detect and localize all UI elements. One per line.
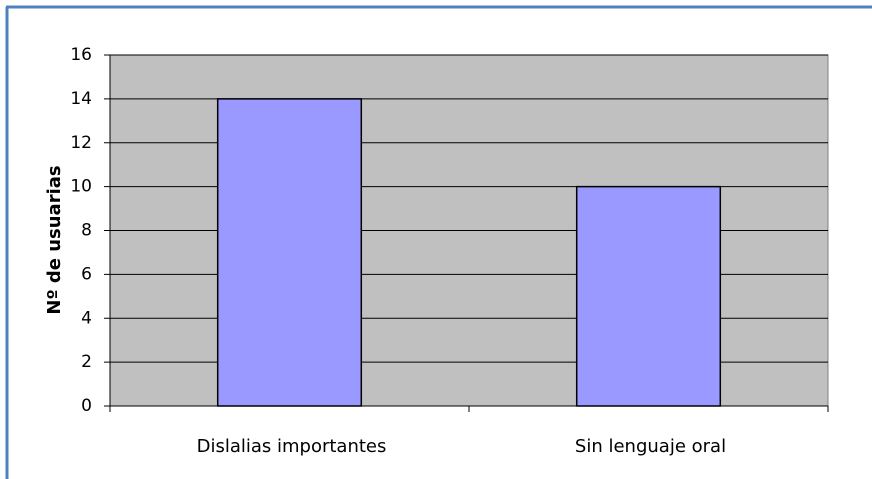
y-tick-label: 16 [70, 45, 92, 65]
x-tick-label: Sin lenguaje oral [575, 436, 726, 457]
y-tick-label: 12 [70, 133, 92, 153]
y-tick-label: 2 [81, 352, 92, 372]
bar [575, 185, 722, 407]
y-tick-label: 14 [70, 89, 92, 109]
y-tick-label: 8 [81, 221, 92, 241]
bar [216, 98, 363, 407]
y-tick-label: 0 [81, 396, 92, 416]
x-tick-label: Dislalias importantes [197, 436, 387, 457]
y-tick-label: 4 [81, 308, 92, 328]
y-tick-label: 10 [70, 177, 92, 197]
y-tick-label: 6 [81, 264, 92, 284]
y-axis-title: Nº de usuarias [44, 165, 65, 314]
